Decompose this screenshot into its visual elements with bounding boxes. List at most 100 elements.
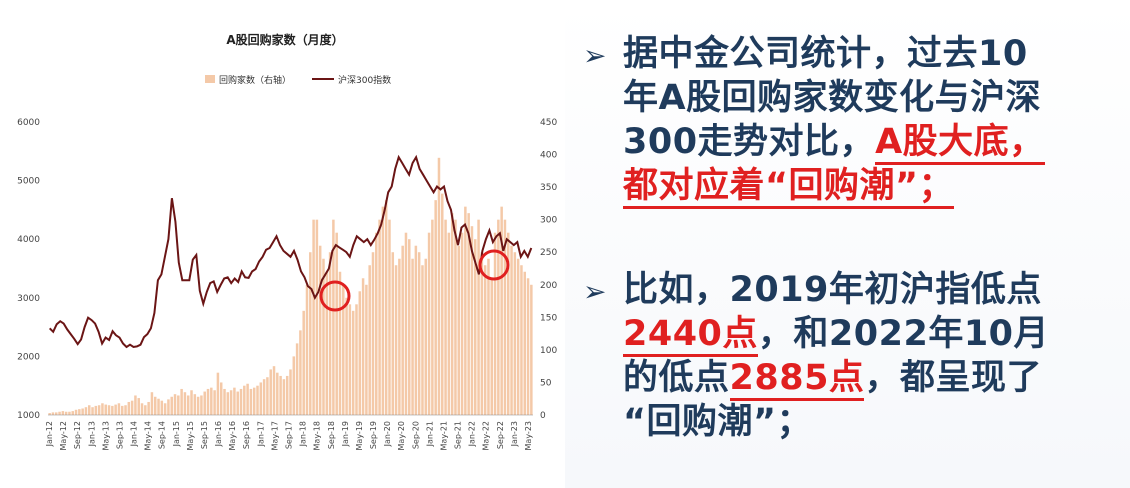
buyback-bar (335, 232, 338, 415)
buyback-bar (107, 405, 111, 415)
buyback-bar (71, 411, 74, 415)
buyback-bar (74, 409, 78, 415)
bullet-2-line3-post: ，都呈现了 (864, 358, 1042, 398)
buyback-bar (431, 219, 434, 415)
buyback-bar (285, 375, 289, 415)
buyback-bar (516, 258, 520, 415)
buyback-bar (180, 388, 183, 415)
buyback-bar (503, 219, 507, 415)
buyback-bar (183, 392, 187, 415)
bullet-1: ➢ 据中金公司统计，过去10 年A股回购家数变化与沪深 300走势对比，A股大底… (583, 32, 1123, 209)
buyback-bar (375, 232, 378, 415)
buyback-bar (91, 407, 94, 415)
buyback-bar (216, 372, 220, 415)
buyback-bar (147, 401, 150, 415)
buyback-bar (460, 232, 464, 415)
x-axis-tick-label: May-22 (482, 421, 491, 450)
x-axis-tick-label: Sep-21 (454, 421, 463, 449)
buyback-bar (408, 239, 411, 415)
buyback-bar (411, 258, 414, 415)
buyback-bar (450, 213, 454, 415)
buyback-bar (441, 193, 444, 415)
buyback-bar (167, 399, 170, 415)
bullet-1-line4-highlight: 都对应着“回购潮”； (623, 166, 955, 209)
buyback-bar (177, 395, 180, 415)
buyback-bar (295, 343, 299, 415)
x-axis-tick-label: Jan-16 (214, 421, 223, 447)
buyback-bar (140, 403, 144, 415)
buyback-bar (378, 219, 381, 415)
buyback-bar (470, 226, 474, 415)
buyback-bar (153, 396, 157, 415)
left-axis-tick-label: 1000 (17, 411, 40, 421)
buyback-bar (302, 310, 305, 415)
buyback-bar (401, 245, 404, 415)
buyback-bar (467, 213, 470, 415)
buyback-bar (309, 252, 312, 415)
buyback-bar (276, 372, 279, 415)
bullet-2-line3-highlight: 2885点 (729, 358, 865, 401)
buyback-bar (417, 252, 421, 415)
buyback-bar (282, 379, 286, 415)
x-axis-tick-label: Sep-17 (285, 421, 294, 449)
bullet-1-line2: 年A股回购家数变化与沪深 (623, 78, 1042, 118)
buyback-bar (371, 252, 375, 415)
buyback-bar (229, 390, 233, 415)
combo-chart: A股回购家数（月度）回购家数（右轴） 沪深300指数600050004000300… (17, 32, 557, 450)
buyback-bar (358, 291, 362, 415)
right-axis-tick-label: 400 (540, 151, 557, 161)
buyback-bar (200, 395, 203, 415)
buyback-bar (219, 382, 223, 415)
x-axis-tick-label: Sep-13 (115, 421, 124, 449)
right-axis-tick-label: 150 (540, 313, 557, 323)
x-axis-tick-label: Jan-20 (383, 421, 392, 447)
buyback-bar (315, 219, 319, 415)
buyback-bar (507, 232, 510, 415)
buyback-bar (196, 396, 200, 415)
x-axis-tick-label: Sep-12 (73, 421, 82, 449)
buyback-bar (170, 396, 173, 415)
buyback-bar (266, 377, 269, 415)
legend-bar-label: 回购家数（右轴） (219, 74, 291, 86)
buyback-bar (421, 265, 424, 415)
right-axis-tick-label: 300 (540, 216, 557, 226)
legend-bar-swatch (205, 75, 215, 83)
buyback-bar (104, 404, 107, 415)
chart-title: A股回购家数（月度） (226, 32, 343, 47)
buyback-bar (51, 412, 55, 415)
buyback-bar (58, 411, 61, 415)
buyback-bar (130, 400, 134, 415)
bullet-2-line4: “回购潮”； (623, 402, 813, 442)
buyback-bar (523, 271, 527, 415)
right-axis-tick-label: 200 (540, 281, 557, 291)
buyback-bar (394, 265, 398, 415)
buyback-bar (61, 411, 65, 415)
buyback-bar (289, 369, 292, 415)
buyback-bar (414, 245, 418, 415)
buyback-bar (391, 252, 395, 415)
buyback-bar (477, 219, 480, 415)
buyback-bar (249, 388, 253, 415)
bullet-2-line1: 比如，2019年初沪指低点 (623, 270, 1042, 310)
buyback-bar (513, 252, 517, 415)
x-axis-tick-label: Sep-20 (411, 421, 420, 449)
left-axis-tick-label: 6000 (17, 118, 40, 128)
buyback-bar (365, 284, 368, 415)
buyback-bar (223, 388, 226, 415)
buyback-bar (203, 391, 206, 415)
legend-line-label: 沪深300指数 (338, 74, 391, 86)
buyback-bar (500, 206, 503, 415)
buyback-bar (210, 387, 213, 415)
buyback-bar (64, 411, 68, 415)
buyback-bar (348, 304, 352, 415)
buyback-bar (124, 405, 127, 415)
x-axis-tick-label: Jan-18 (299, 421, 308, 447)
buyback-bar (338, 271, 342, 415)
right-axis-tick-label: 450 (540, 118, 557, 128)
chart-panel: A股回购家数（月度） 回购家数（右轴） 沪深300指数 6000 5000 4000 300… (17, 32, 558, 451)
buyback-bar (464, 206, 467, 415)
buyback-bar (252, 387, 256, 415)
bullet-2: ➢ 比如，2019年初沪指低点 2440点，和2022年10月 的低点2885点… (583, 268, 1123, 444)
left-axis-tick-label: 2000 (17, 352, 40, 362)
buyback-bar (398, 258, 401, 415)
